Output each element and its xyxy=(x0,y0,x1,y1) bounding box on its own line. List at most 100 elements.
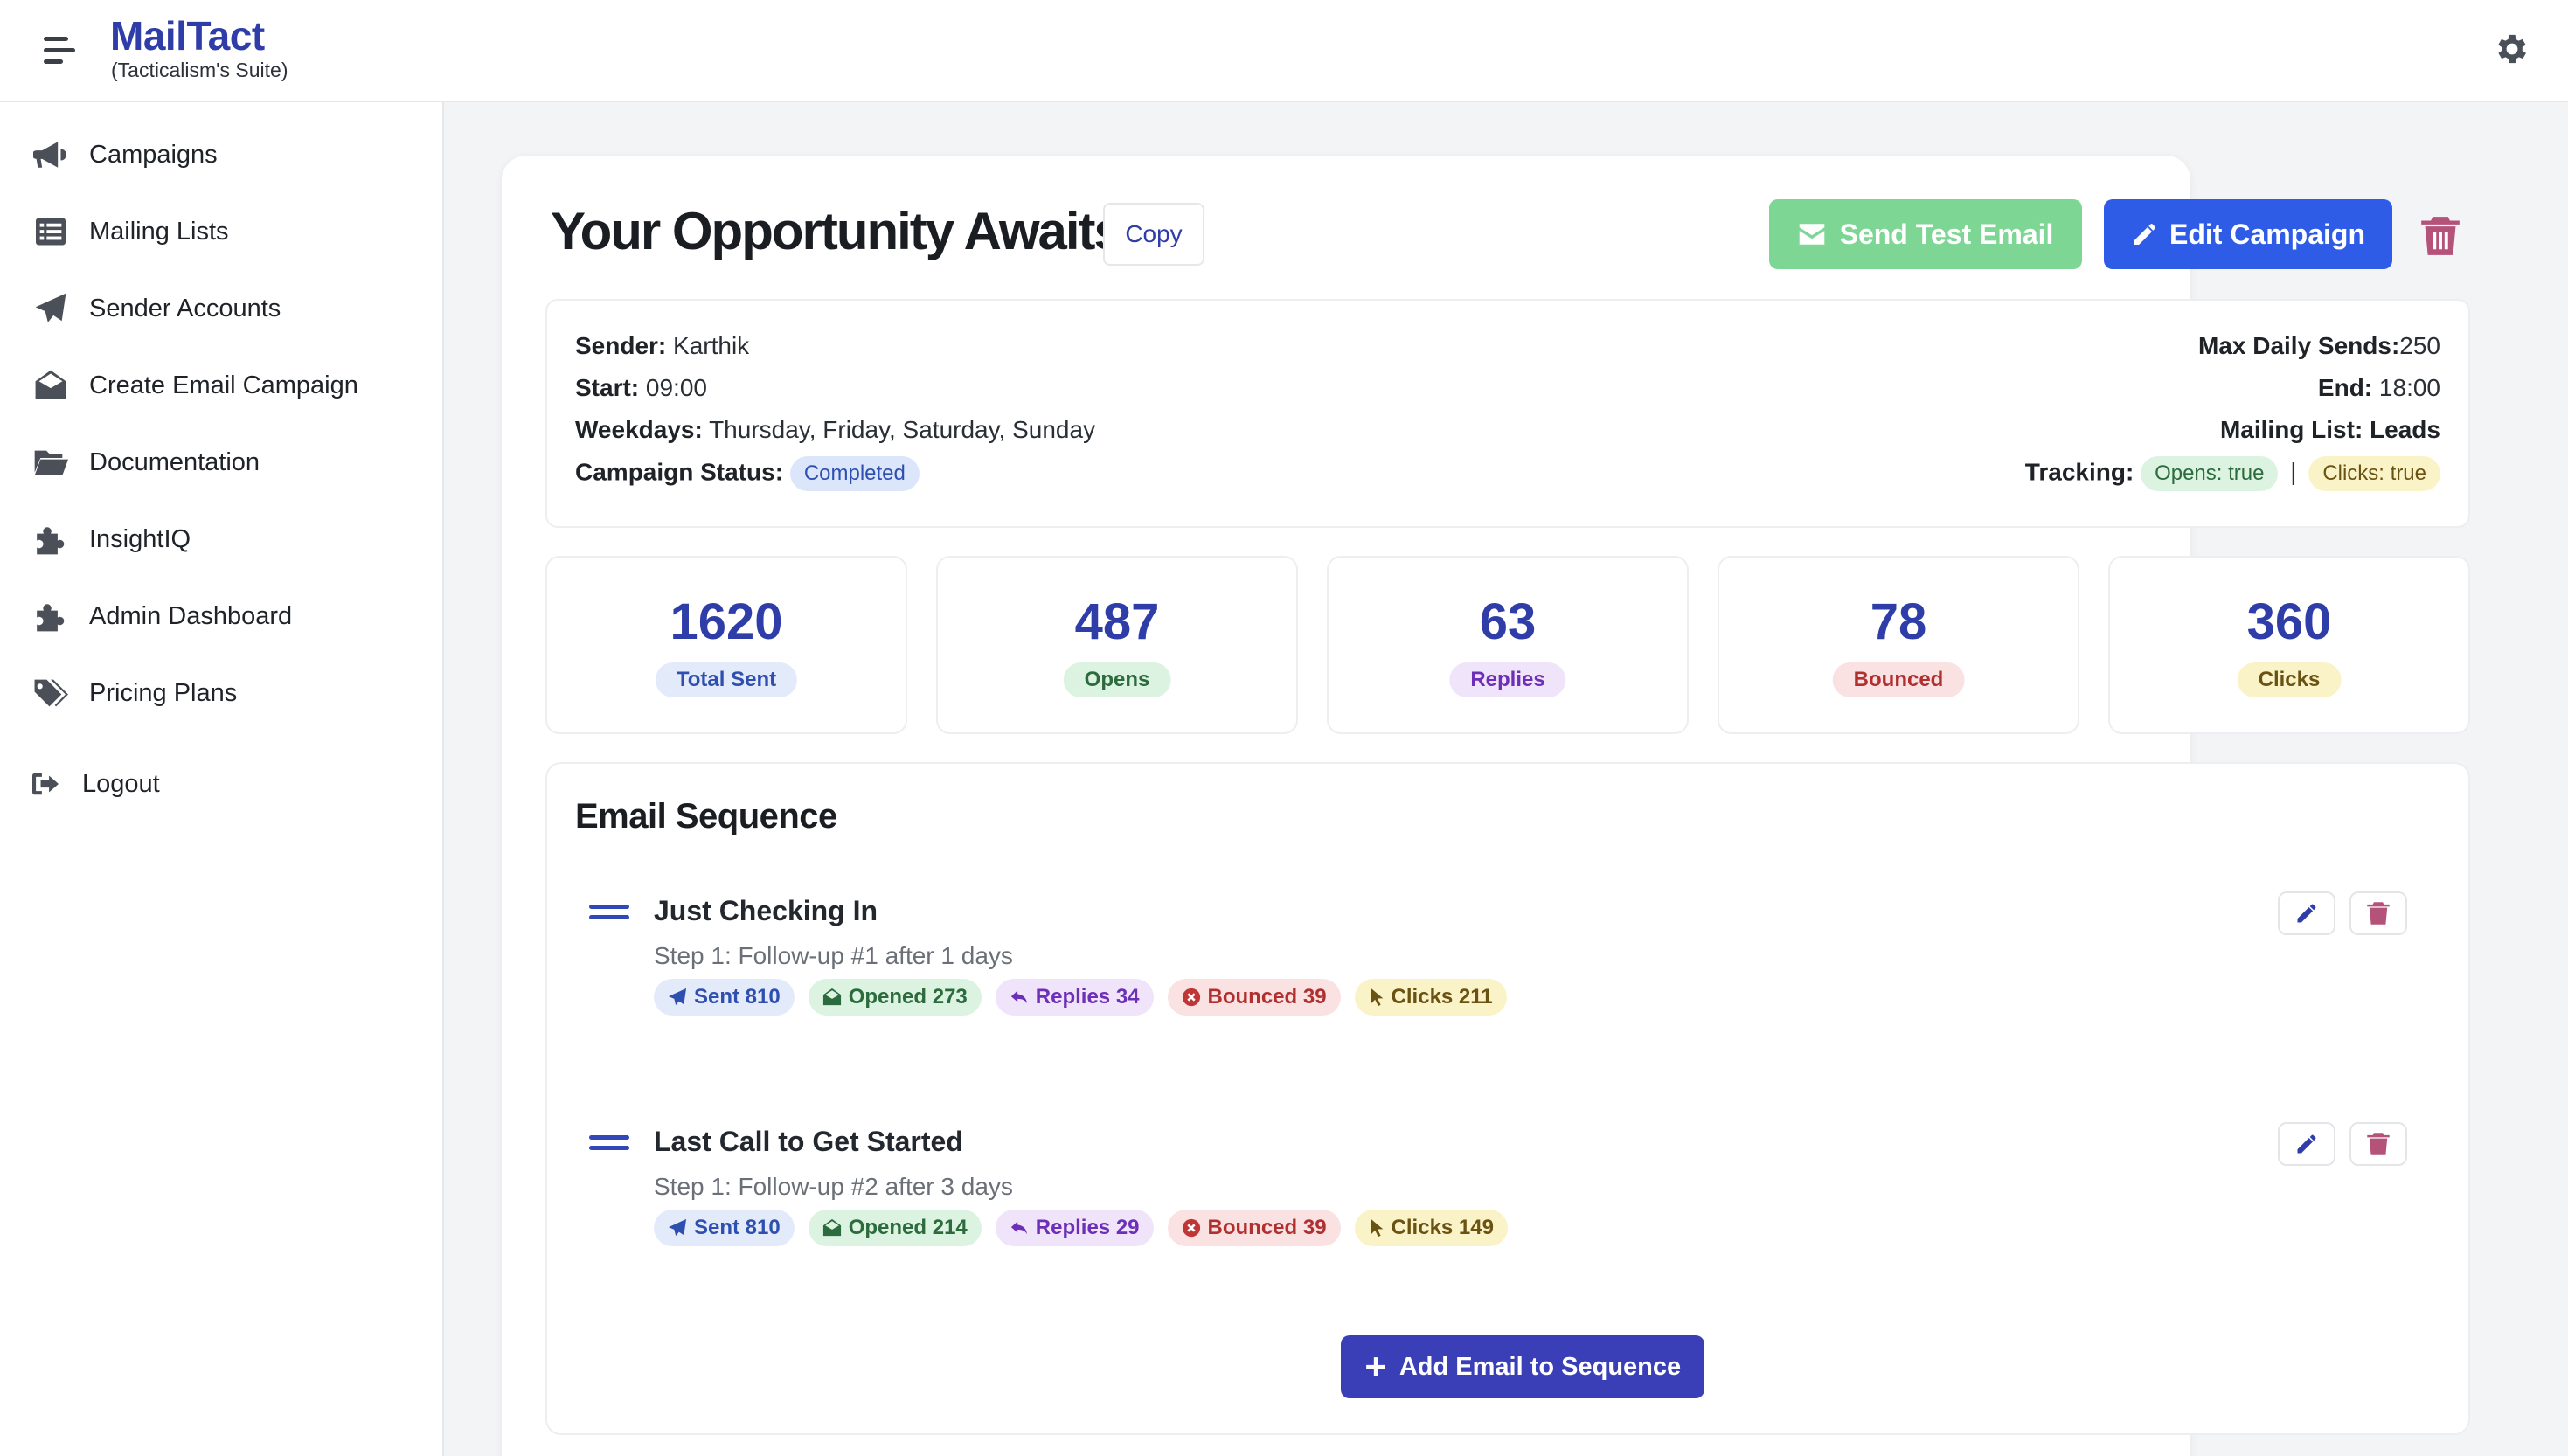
envelope-open-icon xyxy=(822,1218,841,1237)
sender-row: Sender: Karthik xyxy=(575,332,749,360)
pencil-icon xyxy=(2297,1134,2316,1154)
sequence-item-title: Just Checking In xyxy=(654,895,878,926)
sidebar-item-label: InsightIQ xyxy=(89,524,191,553)
paper-plane-icon xyxy=(668,988,687,1006)
top-bar: MailTact (Tacticalism's Suite) xyxy=(0,0,2568,102)
add-email-to-sequence-button[interactable]: Add Email to Sequence xyxy=(1341,1335,1704,1398)
tracking-opens-badge: Opens: true xyxy=(2141,456,2279,491)
sidebar-item-logout[interactable]: Logout xyxy=(0,753,442,815)
pointer-icon xyxy=(1371,1218,1383,1238)
stat-replies: 63 Replies xyxy=(1327,556,1689,734)
sidebar-item-label: Documentation xyxy=(89,447,260,476)
clicks-badge: Clicks 149 xyxy=(1354,1210,1508,1246)
sequence-item: Just Checking In Step 1: Follow-up #1 af… xyxy=(547,877,2470,1070)
campaign-title: Your Opportunity Awaits xyxy=(551,202,1123,260)
pointer-icon xyxy=(1371,988,1383,1007)
stat-value: 1620 xyxy=(670,593,783,650)
bounced-badge-label: Bounced 39 xyxy=(1207,1216,1327,1239)
bounced-badge-label: Bounced 39 xyxy=(1207,985,1327,1009)
send-test-email-button[interactable]: Send Test Email xyxy=(1769,199,2082,269)
sidebar-item-mailing-lists-row[interactable]: Mailing Lists xyxy=(0,201,442,262)
clicks-badge-label: Clicks 211 xyxy=(1391,985,1493,1009)
sidebar-item-sender-accounts[interactable]: Sender Accounts xyxy=(0,278,442,339)
sidebar-item-create-email-campaign[interactable]: Create Email Campaign xyxy=(0,355,442,416)
envelope-icon xyxy=(1799,224,1824,245)
stat-label: Opens xyxy=(1063,662,1171,697)
reply-icon xyxy=(1010,990,1027,1004)
sign-out-icon xyxy=(26,765,65,803)
gear-icon[interactable] xyxy=(2493,30,2531,68)
start-row: Start: 09:00 xyxy=(575,374,707,402)
stat-value: 63 xyxy=(1479,593,1537,650)
weekdays-value: Thursday, Friday, Saturday, Sunday xyxy=(709,416,1096,443)
sidebar-item-insightiq[interactable]: InsightIQ xyxy=(0,509,442,570)
sidebar-item-label: Campaigns xyxy=(89,140,218,169)
sidebar-item-label: Create Email Campaign xyxy=(89,371,358,399)
clicks-badge: Clicks 211 xyxy=(1354,979,1507,1016)
tracking-separator: | xyxy=(2290,458,2297,486)
puzzle-icon xyxy=(31,520,70,558)
status-row: Campaign Status: Completed xyxy=(575,456,920,491)
email-sequence-title: Email Sequence xyxy=(575,797,837,835)
sequence-item: Last Call to Get Started Step 1: Follow-… xyxy=(547,1108,2470,1300)
bounced-badge: Bounced 39 xyxy=(1167,1210,1341,1246)
drag-handle-icon[interactable] xyxy=(589,902,629,921)
trash-icon[interactable] xyxy=(2421,215,2460,257)
pencil-icon xyxy=(2134,224,2155,245)
end-value: 18:00 xyxy=(2378,374,2440,401)
hamburger-icon[interactable] xyxy=(44,35,79,66)
max-daily-row: Max Daily Sends:250 xyxy=(2198,332,2440,360)
sidebar-item-label: Admin Dashboard xyxy=(89,601,293,630)
replies-badge-label: Replies 29 xyxy=(1035,1216,1140,1239)
edit-campaign-button[interactable]: Edit Campaign xyxy=(2104,199,2392,269)
sent-badge: Sent 810 xyxy=(654,1210,795,1246)
sequence-item-step: Step 1: Follow-up #2 after 3 days xyxy=(654,1173,1013,1200)
start-value: 09:00 xyxy=(645,374,707,401)
brand-title[interactable]: MailTact xyxy=(110,13,265,59)
folder-open-icon xyxy=(31,443,70,482)
brand-subtitle: (Tacticalism's Suite) xyxy=(111,59,288,81)
tracking-label: Tracking: xyxy=(2024,458,2134,486)
sender-label: Sender: xyxy=(575,332,667,359)
copy-button[interactable]: Copy xyxy=(1103,203,1204,266)
pencil-icon xyxy=(2297,904,2316,923)
stat-value: 78 xyxy=(1870,593,1927,650)
paper-plane-icon xyxy=(668,1218,687,1237)
puzzle-icon xyxy=(31,597,70,635)
opened-badge-label: Opened 273 xyxy=(848,985,968,1009)
stat-value: 360 xyxy=(2246,593,2332,650)
start-label: Start: xyxy=(575,374,640,401)
paper-plane-icon xyxy=(31,289,70,328)
mailing-list-value: Leads xyxy=(2370,416,2440,443)
stat-opens: 487 Opens xyxy=(936,556,1298,734)
weekdays-row: Weekdays: Thursday, Friday, Saturday, Su… xyxy=(575,416,1095,444)
weekdays-label: Weekdays: xyxy=(575,416,703,443)
max-daily-label: Max Daily Sends: xyxy=(2197,332,2400,359)
replies-badge-label: Replies 34 xyxy=(1035,985,1140,1009)
edit-campaign-label: Edit Campaign xyxy=(2169,218,2365,250)
sidebar-item-pricing-plans[interactable]: Pricing Plans xyxy=(0,662,442,724)
sidebar-item-label: Pricing Plans xyxy=(89,678,238,707)
sidebar-item-admin-dashboard[interactable]: Admin Dashboard xyxy=(0,586,442,647)
edit-email-button[interactable] xyxy=(2278,891,2335,935)
stat-label: Clicks xyxy=(2237,662,2342,697)
end-row: End: 18:00 xyxy=(2318,374,2440,402)
campaign-card: Your Opportunity Awaits Copy Send Test E… xyxy=(502,156,2470,1456)
logout-label: Logout xyxy=(82,769,160,798)
stat-value: 487 xyxy=(1074,593,1160,650)
sidebar-item-label: Sender Accounts xyxy=(89,294,281,322)
delete-email-button[interactable] xyxy=(2349,891,2407,935)
drag-handle-icon[interactable] xyxy=(589,1133,629,1152)
sequence-item-stats: Sent 810 Opened 214 Replies 29 Bounced 3… xyxy=(654,1210,1508,1246)
sidebar-item-campaigns[interactable]: Campaigns xyxy=(0,124,442,185)
edit-email-button[interactable] xyxy=(2278,1122,2335,1166)
sidebar-item-label: Mailing Lists xyxy=(89,217,229,246)
opened-badge: Opened 273 xyxy=(808,979,982,1016)
email-sequence-panel: Email Sequence Just Checking In Step 1: … xyxy=(545,762,2470,1435)
mailing-list-label: Mailing List: xyxy=(2219,416,2363,443)
sidebar-item-documentation[interactable]: Documentation xyxy=(0,432,442,493)
stat-bounced: 78 Bounced xyxy=(1718,556,2079,734)
end-label: End: xyxy=(2317,374,2373,401)
delete-email-button[interactable] xyxy=(2349,1122,2407,1166)
envelope-open-icon xyxy=(31,366,70,405)
